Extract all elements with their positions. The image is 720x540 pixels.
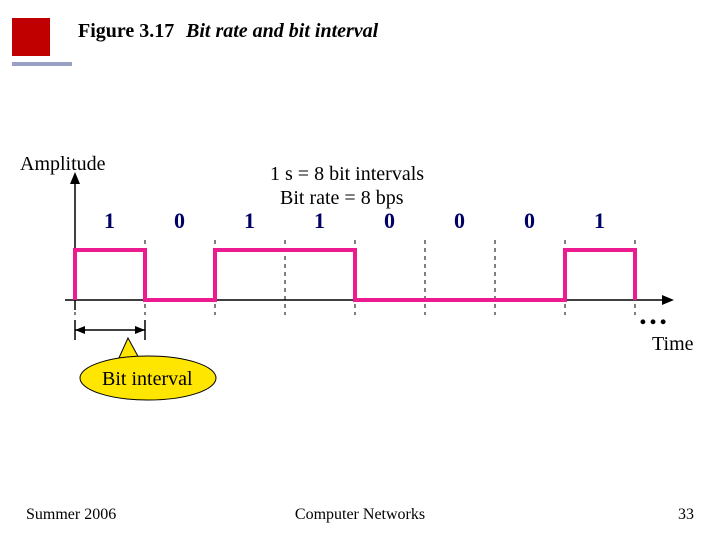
bit-label: 1	[314, 208, 325, 233]
y-axis-label: Amplitude	[20, 153, 106, 175]
figure-number: Figure 3.17	[78, 20, 174, 43]
figure-title: Bit rate and bit interval	[186, 20, 378, 43]
footer-page: 33	[678, 506, 694, 524]
bit-rate-diagram: Amplitude Time 1 s = 8 bit intervals Bit…	[20, 150, 700, 450]
bit-label: 1	[104, 208, 115, 233]
bit-label: 0	[454, 208, 465, 233]
info-line-1: 1 s = 8 bit intervals	[270, 163, 424, 185]
header-accent-block	[12, 18, 50, 56]
bit-label: 1	[244, 208, 255, 233]
bit-interval-label: Bit interval	[102, 368, 193, 390]
info-line-2: Bit rate = 8 bps	[280, 187, 404, 209]
ellipsis: …	[638, 298, 668, 331]
bit-label: 1	[594, 208, 605, 233]
signal-waveform	[75, 250, 635, 300]
bit-label: 0	[384, 208, 395, 233]
bit-label: 0	[174, 208, 185, 233]
bit-label: 0	[524, 208, 535, 233]
footer-center: Computer Networks	[0, 506, 720, 524]
bit-interval-callout: Bit interval	[80, 338, 216, 400]
header-accent-line	[12, 62, 72, 66]
x-axis-label: Time	[652, 333, 694, 355]
